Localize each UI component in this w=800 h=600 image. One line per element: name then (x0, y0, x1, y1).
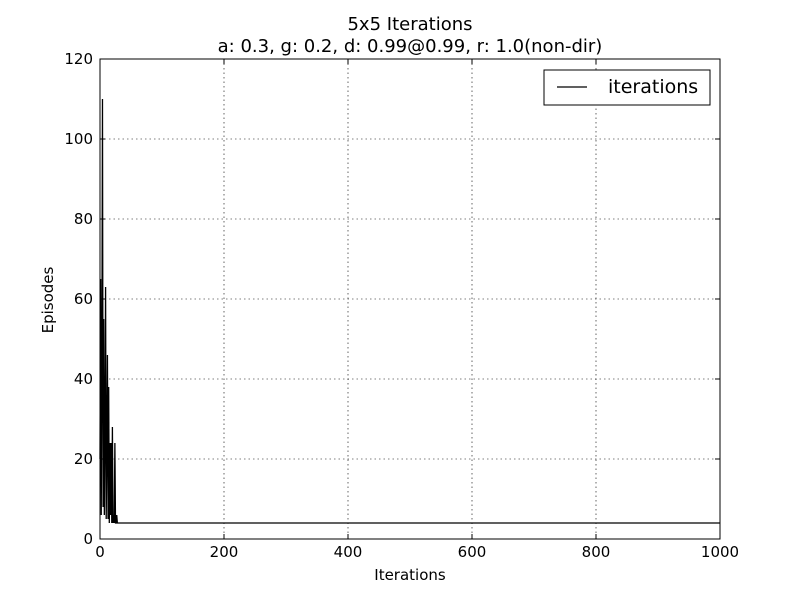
y-tick-label: 80 (74, 210, 93, 228)
y-tick-label: 0 (83, 530, 93, 548)
x-tick-label: 200 (210, 543, 239, 561)
chart-subtitle: a: 0.3, g: 0.2, d: 0.99@0.99, r: 1.0(non… (218, 36, 603, 57)
x-axis-title: Iterations (374, 566, 446, 584)
legend: iterations (543, 69, 711, 106)
x-tick-label: 400 (334, 543, 363, 561)
axis-ticks: 0 200 400 600 800 1000 0 20 40 60 80 100 120 (64, 50, 739, 561)
x-tick-label: 800 (582, 543, 611, 561)
y-tick-label: 60 (74, 290, 93, 308)
x-tick-label: 1000 (701, 543, 739, 561)
series-line-iterations (99, 98, 720, 524)
legend-label: iterations (608, 76, 698, 98)
y-axis-title: Episodes (39, 266, 57, 333)
y-tick-label: 100 (64, 130, 93, 148)
series-layer (99, 98, 720, 524)
y-tick-label: 40 (74, 370, 93, 388)
chart-title: 5x5 Iterations (347, 14, 472, 35)
y-tick-label: 120 (64, 50, 93, 68)
x-tick-label: 600 (458, 543, 487, 561)
grid-lines (100, 59, 720, 539)
x-tick-label: 0 (95, 543, 105, 561)
y-tick-label: 20 (74, 450, 93, 468)
